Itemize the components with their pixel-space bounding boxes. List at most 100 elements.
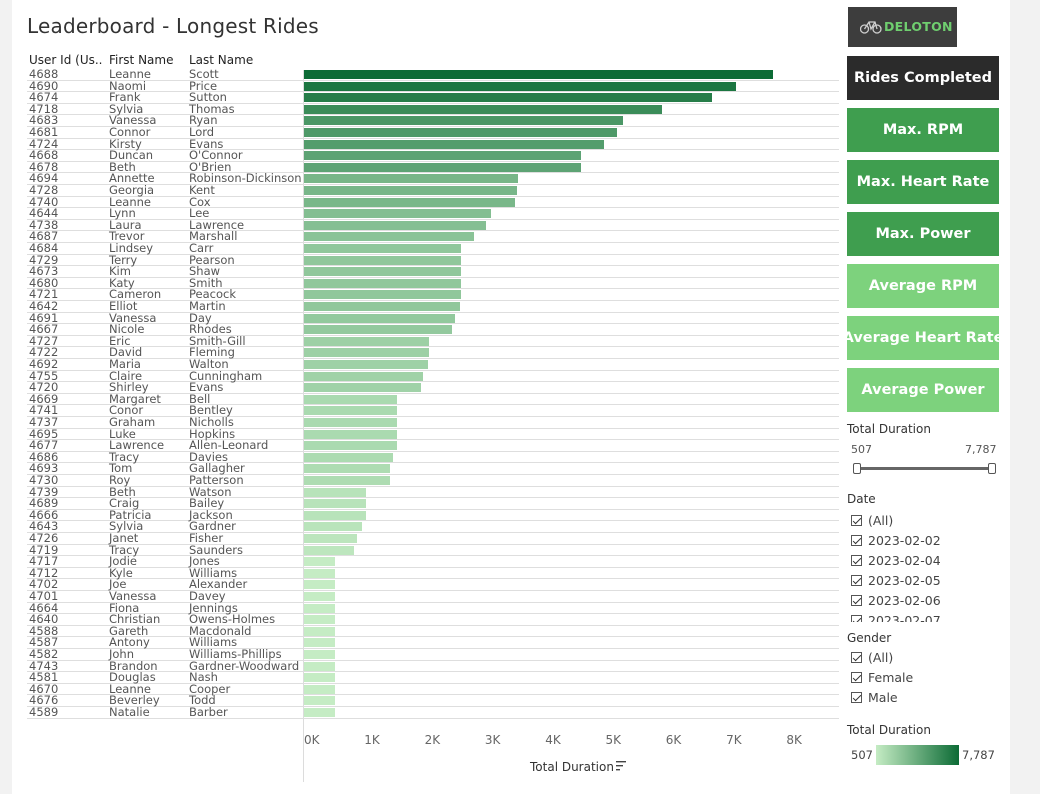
table-row[interactable]: 4726 Janet Fisher (27, 532, 839, 545)
checkbox-icon[interactable] (851, 615, 862, 622)
checkbox-option[interactable]: 2023-02-02 (851, 533, 941, 548)
table-row[interactable]: 4689 Craig Bailey (27, 498, 839, 510)
duration-bar[interactable] (304, 510, 367, 520)
checkbox-icon[interactable] (851, 595, 862, 606)
duration-bar[interactable] (304, 464, 391, 474)
duration-bar[interactable] (304, 244, 461, 253)
sort-icon[interactable] (616, 760, 627, 772)
table-row[interactable]: 4676 Beverley Todd (27, 695, 839, 707)
table-row[interactable]: 4721 Cameron Peacock (27, 289, 839, 301)
checkbox-option[interactable]: 2023-02-07 (851, 613, 941, 622)
average-power-button[interactable]: Average Power (847, 368, 999, 412)
duration-bar[interactable] (304, 267, 461, 277)
duration-bar[interactable] (304, 371, 423, 381)
duration-bar[interactable] (304, 429, 398, 439)
duration-bar[interactable] (304, 232, 474, 242)
checkbox-icon[interactable] (851, 515, 862, 526)
table-row[interactable]: 4719 Tracy Saunders (27, 544, 839, 557)
duration-bar[interactable] (304, 534, 358, 543)
date-filter-list[interactable]: (All) 2023-02-02 2023-02-04 2023-02-05 2023-… (848, 510, 1000, 622)
duration-bar[interactable] (304, 302, 461, 311)
duration-bar[interactable] (304, 162, 582, 172)
duration-bar[interactable] (304, 580, 335, 590)
average-rpm-button[interactable]: Average RPM (847, 264, 999, 308)
checkbox-option[interactable]: 2023-02-04 (851, 553, 941, 568)
table-row[interactable]: 4581 Douglas Nash (27, 672, 839, 684)
table-row[interactable]: 4677 Lawrence Allen-Leonard (27, 440, 839, 452)
duration-bar[interactable] (304, 673, 335, 683)
table-row[interactable]: 4727 Eric Smith-Gill (27, 335, 839, 348)
table-row[interactable]: 4588 Gareth Macdonald (27, 625, 839, 638)
duration-bar[interactable] (304, 650, 335, 659)
duration-slider-min-handle[interactable] (853, 463, 861, 474)
duration-bar[interactable] (304, 626, 335, 636)
duration-bar[interactable] (304, 70, 774, 79)
duration-bar[interactable] (304, 348, 429, 358)
duration-bar[interactable] (304, 325, 453, 335)
duration-bar[interactable] (304, 186, 517, 195)
duration-bar[interactable] (304, 545, 354, 555)
duration-bar[interactable] (304, 336, 429, 346)
average-heart-rate-button[interactable]: Average Heart Rate (843, 316, 1003, 360)
duration-bar[interactable] (304, 360, 428, 369)
table-row[interactable]: 4741 Conor Bentley (27, 405, 839, 417)
table-row[interactable]: 4670 Leanne Cooper (27, 683, 839, 696)
duration-bar[interactable] (304, 441, 398, 451)
duration-bar[interactable] (304, 278, 461, 288)
duration-bar[interactable] (304, 684, 335, 694)
table-row[interactable]: 4738 Laura Lawrence (27, 219, 839, 232)
table-row[interactable]: 4728 Georgia Kent (27, 184, 839, 197)
table-row[interactable]: 4683 Vanessa Ryan (27, 115, 839, 127)
table-row[interactable]: 4701 Vanessa Davey (27, 590, 839, 603)
column-header-user-id[interactable]: User Id (Us.. (29, 53, 103, 67)
duration-bar[interactable] (304, 139, 605, 149)
checkbox-icon[interactable] (851, 555, 862, 566)
checkbox-option[interactable]: 2023-02-05 (851, 573, 941, 588)
table-row[interactable]: 4718 Sylvia Thomas (27, 103, 839, 116)
duration-bar[interactable] (304, 418, 398, 427)
checkbox-icon[interactable] (851, 652, 862, 663)
table-row[interactable]: 4739 Beth Watson (27, 486, 839, 499)
max-rpm-button[interactable]: Max. RPM (847, 108, 999, 152)
duration-bar[interactable] (304, 151, 582, 161)
table-row[interactable]: 4643 Sylvia Gardner (27, 521, 839, 533)
table-row[interactable]: 4674 Frank Sutton (27, 92, 839, 104)
max-heart-rate-button[interactable]: Max. Heart Rate (847, 160, 999, 204)
table-row[interactable]: 4673 Kim Shaw (27, 266, 839, 278)
table-row[interactable]: 4640 Christian Owens-Holmes (27, 614, 839, 626)
checkbox-option[interactable]: (All) (851, 650, 893, 665)
duration-bar[interactable] (304, 615, 335, 625)
checkbox-icon[interactable] (851, 672, 862, 683)
duration-bar[interactable] (304, 81, 736, 91)
duration-bar[interactable] (304, 603, 335, 613)
duration-bar[interactable] (304, 487, 367, 497)
checkbox-icon[interactable] (851, 575, 862, 586)
duration-bar[interactable] (304, 383, 422, 393)
duration-bar[interactable] (304, 209, 491, 219)
table-row[interactable]: 4755 Claire Cunningham (27, 370, 839, 383)
duration-bar[interactable] (304, 661, 335, 671)
duration-bar[interactable] (304, 128, 618, 137)
table-row[interactable]: 4642 Elliot Martin (27, 300, 839, 313)
table-row[interactable]: 4688 Leanne Scott (27, 68, 839, 81)
table-row[interactable]: 4687 Trevor Marshall (27, 231, 839, 243)
table-row[interactable]: 4678 Beth O'Brien (27, 161, 839, 174)
table-row[interactable]: 4702 Joe Alexander (27, 579, 839, 591)
duration-bar[interactable] (304, 93, 713, 103)
duration-bar[interactable] (304, 220, 486, 230)
table-row[interactable]: 4691 Vanessa Day (27, 312, 839, 325)
table-row[interactable]: 4587 Antony Williams (27, 637, 839, 649)
checkbox-option[interactable]: Female (851, 670, 913, 685)
table-row[interactable]: 4589 Natalie Barber (27, 706, 839, 719)
table-row[interactable]: 4681 Connor Lord (27, 126, 839, 139)
duration-bar[interactable] (304, 638, 335, 648)
duration-bar[interactable] (304, 406, 398, 416)
table-row[interactable]: 4667 Nicole Rhodes (27, 324, 839, 336)
duration-bar[interactable] (304, 708, 335, 717)
table-row[interactable]: 4712 Kyle Williams (27, 567, 839, 580)
duration-bar[interactable] (304, 592, 335, 601)
duration-bar[interactable] (304, 522, 362, 532)
table-row[interactable]: 4693 Tom Gallagher (27, 463, 839, 475)
column-header-last-name[interactable]: Last Name (189, 53, 254, 67)
table-row[interactable]: 4724 Kirsty Evans (27, 138, 839, 151)
